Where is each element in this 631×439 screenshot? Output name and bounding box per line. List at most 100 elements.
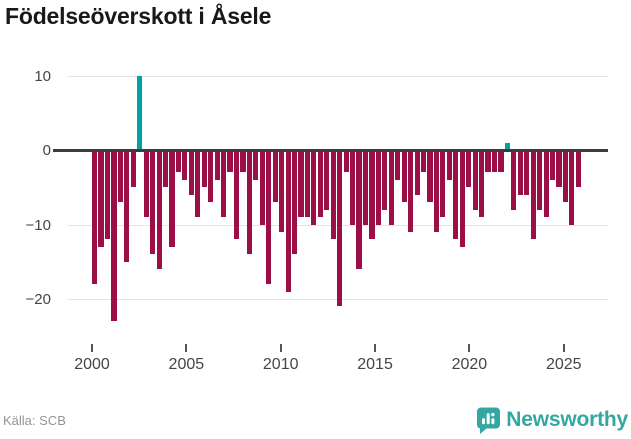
x-axis-label: 2015 [357, 356, 393, 373]
bar [420, 150, 427, 173]
y-gridline [68, 76, 608, 77]
bar [343, 150, 349, 173]
source-label: Källa: SCB [3, 413, 66, 428]
bar [401, 150, 407, 203]
x-axis-tick [562, 344, 565, 352]
bar [279, 150, 285, 232]
x-axis-tick [91, 344, 93, 352]
bar [388, 150, 394, 225]
bar [304, 150, 311, 218]
bar [324, 150, 330, 210]
bar [253, 150, 259, 180]
bar [504, 142, 510, 150]
bar [537, 150, 543, 210]
bar [130, 150, 136, 188]
x-axis-tick [279, 344, 282, 352]
bar [233, 150, 240, 240]
bar [285, 150, 291, 292]
x-axis-label: 2025 [545, 356, 582, 373]
bar [156, 150, 162, 270]
bar [491, 150, 498, 173]
x-axis-label: 2000 [74, 356, 110, 373]
bar [498, 150, 504, 173]
bar [311, 150, 317, 225]
bar [175, 150, 182, 173]
bar [453, 150, 459, 240]
bar [556, 150, 562, 188]
bar [221, 150, 227, 218]
bar [124, 150, 130, 262]
bar [543, 150, 549, 218]
bar [459, 150, 465, 247]
bar [562, 150, 569, 203]
y-axis-label: −20 [25, 291, 51, 308]
bar [104, 150, 111, 240]
bar [291, 150, 298, 255]
bar [524, 150, 530, 195]
bar [440, 150, 446, 218]
bar [150, 150, 156, 255]
bar [246, 150, 252, 255]
bar [92, 150, 98, 285]
bar [201, 150, 207, 188]
newsworthy-logo-icon [476, 407, 501, 434]
bar [466, 150, 472, 188]
x-axis-tick [185, 344, 188, 352]
x-axis-label: 2010 [262, 356, 299, 373]
y-axis-label: 0 [42, 142, 51, 159]
bar [98, 150, 104, 247]
bar [549, 150, 556, 180]
bar [382, 150, 388, 210]
bar [182, 150, 188, 180]
bar [517, 150, 523, 195]
bar [330, 150, 336, 240]
bar [511, 150, 517, 210]
bar [530, 150, 536, 240]
bar [162, 150, 169, 188]
bar [266, 150, 272, 285]
bar [369, 150, 375, 240]
bar [485, 150, 491, 173]
bar [479, 150, 485, 218]
bar [143, 150, 149, 218]
y-axis-label: 10 [34, 68, 51, 85]
bar [208, 150, 214, 203]
bar [414, 150, 420, 195]
bar [395, 150, 401, 180]
bar [317, 150, 323, 218]
chart-footer: Källa: SCB Newsworthy [0, 403, 631, 439]
bar [195, 150, 201, 218]
bar [356, 150, 362, 270]
bar [575, 150, 581, 188]
bar [362, 150, 369, 225]
bar [137, 75, 143, 150]
bar [169, 150, 175, 247]
bar [446, 150, 452, 180]
x-axis-tick [374, 344, 377, 352]
bar [337, 150, 343, 307]
bar [569, 150, 575, 225]
bar [111, 150, 117, 322]
bar [188, 150, 194, 195]
newsworthy-logo-text: Newsworthy [506, 408, 628, 431]
bar [408, 150, 414, 232]
bar [433, 150, 440, 232]
bar [240, 150, 246, 173]
bar [272, 150, 278, 203]
bar [298, 150, 304, 218]
zero-line [53, 148, 608, 152]
chart-area: 10 0 −10 −20 2000 2005 2010 2015 2020 2025 [25, 68, 608, 373]
x-axis-label: 2020 [451, 356, 488, 373]
chart-title: Födelseöverskott i Åsele [5, 3, 272, 29]
bar [227, 150, 233, 173]
x-axis-label: 2005 [168, 356, 205, 373]
bar [214, 150, 220, 180]
bar [259, 150, 265, 225]
bar [350, 150, 356, 225]
bar [375, 150, 381, 225]
newsworthy-logo[interactable]: Newsworthy [476, 405, 628, 435]
bar [117, 150, 123, 203]
bar [472, 150, 478, 210]
bar [427, 150, 433, 203]
